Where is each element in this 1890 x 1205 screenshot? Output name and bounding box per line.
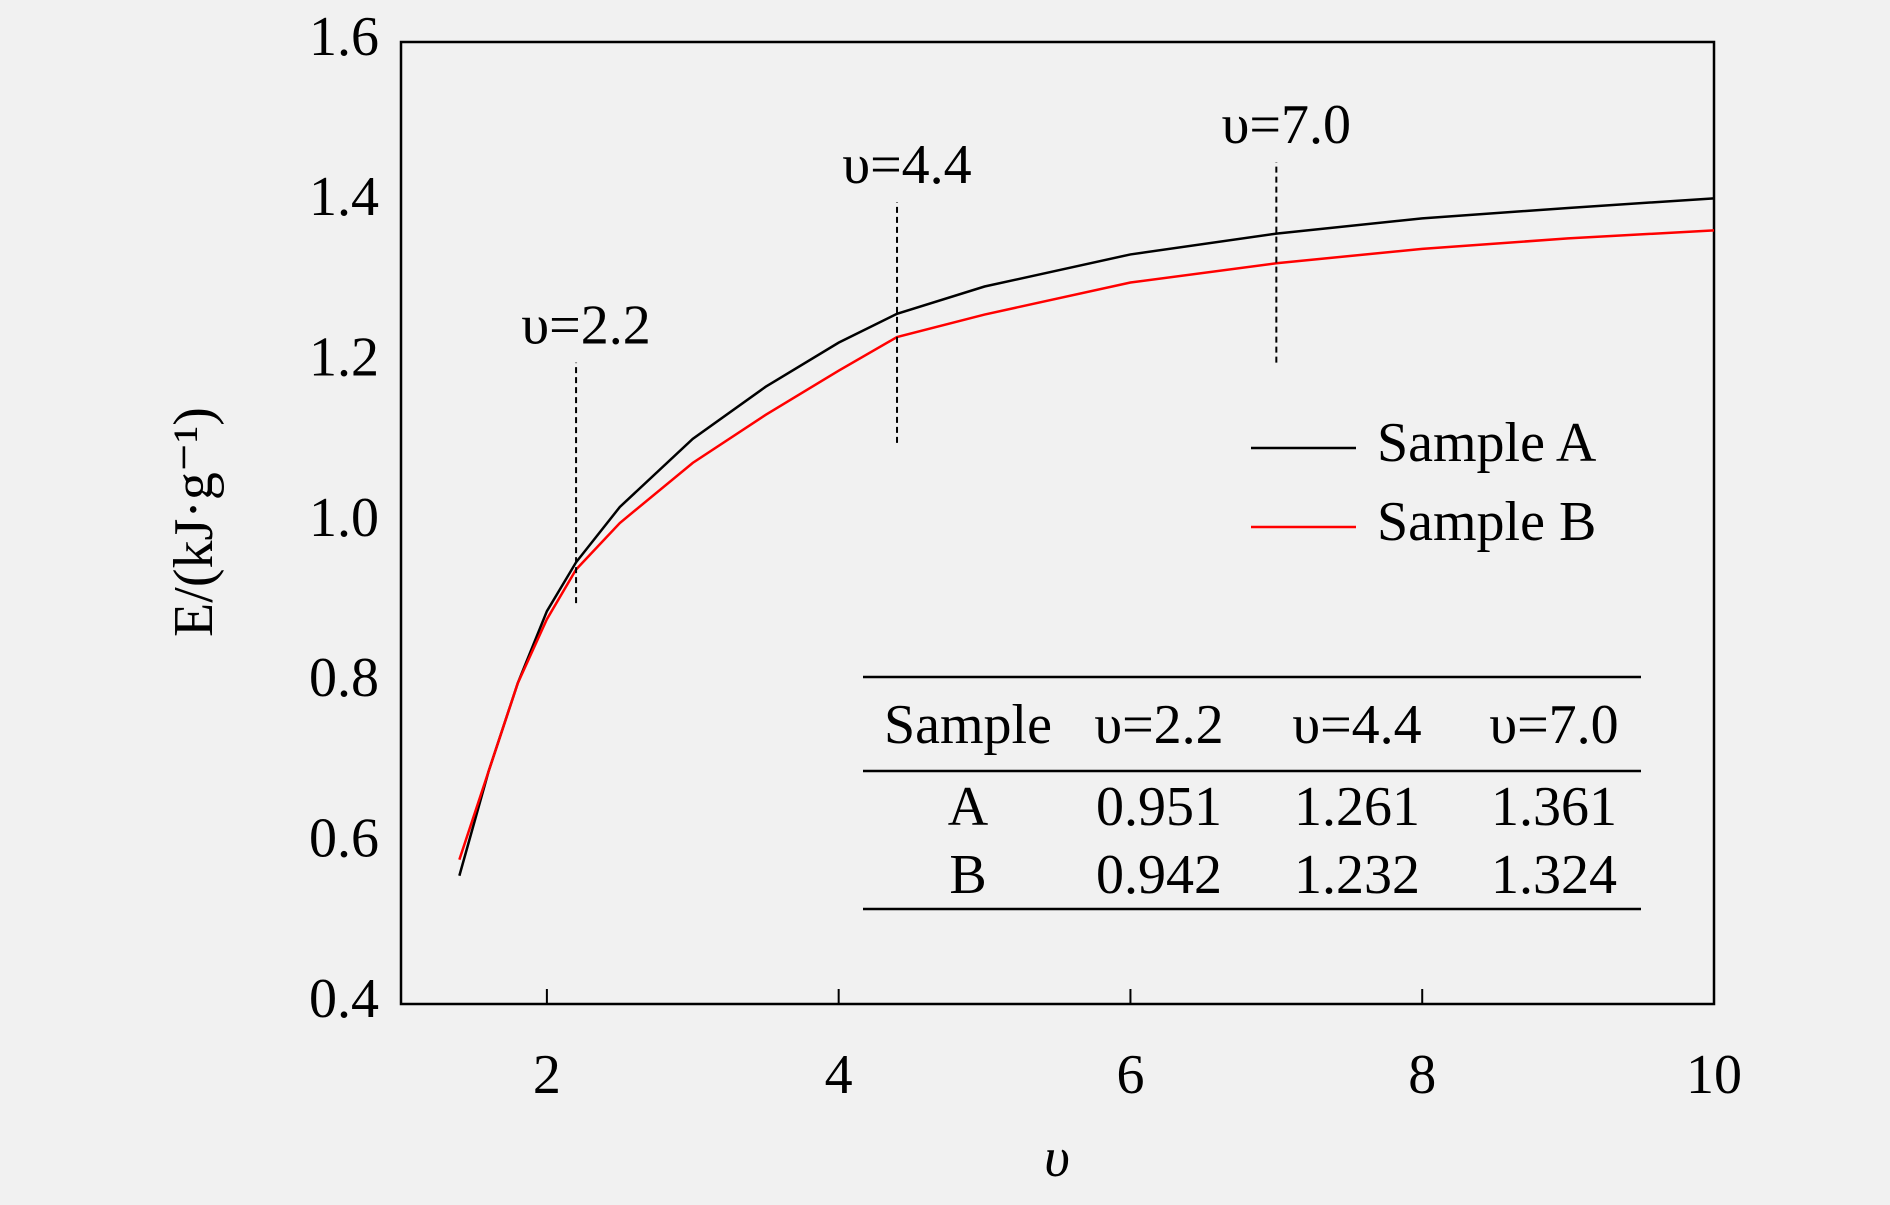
legend-label: Sample A xyxy=(1377,412,1597,474)
table-cell: 0.942 xyxy=(1096,844,1222,906)
table-cell: 1.361 xyxy=(1491,776,1617,838)
plot-frame xyxy=(399,40,1716,1006)
y-tick-label: 0.8 xyxy=(309,647,379,709)
table-cell: A xyxy=(948,776,989,838)
table-cell: 0.951 xyxy=(1096,776,1222,838)
legend-label: Sample B xyxy=(1377,491,1596,553)
table-header: Sample xyxy=(884,694,1052,756)
y-tick-label: 1.0 xyxy=(309,487,379,549)
annotation-label: υ=7.0 xyxy=(1222,94,1351,156)
x-axis-label: υ xyxy=(1044,1127,1070,1189)
table-cell: B xyxy=(949,844,986,906)
table-cell: 1.261 xyxy=(1294,776,1420,838)
table-header: υ=7.0 xyxy=(1489,694,1618,756)
table-header: υ=4.4 xyxy=(1292,694,1421,756)
y-tick-label: 0.6 xyxy=(309,808,379,870)
annotation-label: υ=2.2 xyxy=(521,295,650,357)
y-tick-label: 0.4 xyxy=(309,968,379,1030)
table-header: υ=2.2 xyxy=(1094,694,1223,756)
x-tick-label: 10 xyxy=(1686,1044,1742,1106)
y-tick-label: 1.4 xyxy=(309,166,379,228)
table-cell: 1.324 xyxy=(1491,844,1617,906)
annotation-label: υ=4.4 xyxy=(842,134,971,196)
x-tick-label: 6 xyxy=(1116,1044,1144,1106)
y-tick-label: 1.2 xyxy=(309,327,379,389)
series-line xyxy=(458,197,1715,877)
y-axis-label: E/(kJ·g⁻¹) xyxy=(163,407,225,637)
x-tick-label: 4 xyxy=(825,1044,853,1106)
y-tick-label: 1.6 xyxy=(309,6,379,68)
series-line xyxy=(458,229,1715,861)
x-tick-label: 8 xyxy=(1408,1044,1436,1106)
table-cell: 1.232 xyxy=(1294,844,1420,906)
x-tick-label: 2 xyxy=(533,1044,561,1106)
